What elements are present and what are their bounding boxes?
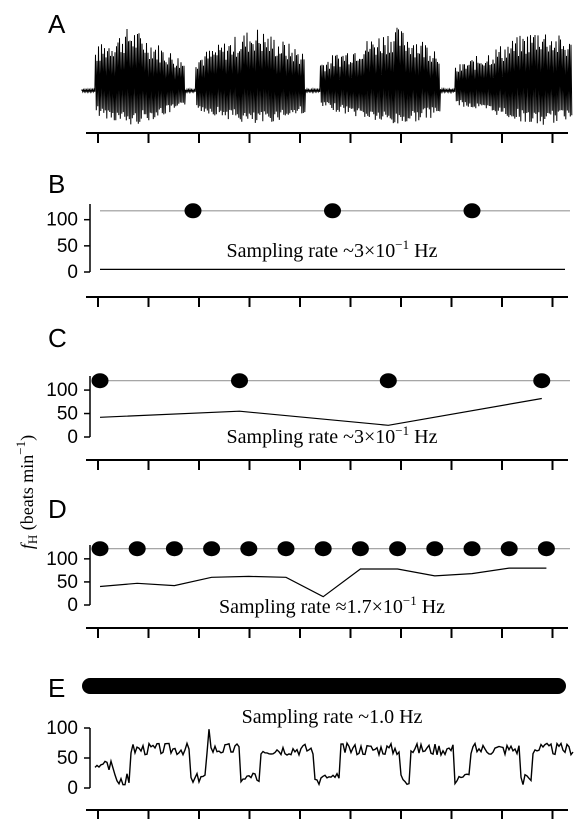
panel-d-y-tick-label: 100 (46, 549, 78, 570)
panel-e-fh-trace (94, 729, 574, 787)
rate-label-c: Sampling rate ~3×10−1 Hz (227, 423, 438, 448)
panel-c-letter: C (48, 323, 67, 353)
panel-d-sample-dot (351, 541, 369, 557)
rate-label-d: Sampling rate ≈1.7×10−1 Hz (219, 593, 445, 618)
panel-d-letter: D (48, 494, 67, 524)
panel-d-sample-dot (314, 541, 332, 557)
panel-b-sample-dot (184, 203, 202, 219)
panel-d-fh-line (99, 567, 547, 598)
panel-c-sample-dot (533, 373, 551, 389)
panel-d-sample-dot (128, 541, 146, 557)
panel-b-sample-dot (324, 203, 341, 219)
panel-e-y-tick-label: 0 (67, 778, 78, 799)
panel-c-sample-dot (379, 373, 397, 389)
panel-d-sample-dot (426, 541, 444, 557)
y-axis-label: fH (beats min−1) (13, 435, 40, 549)
panel-d-sample-dot (91, 541, 109, 557)
panel-b-group: 100 50 0 (46, 203, 570, 307)
panel-c-group: 100 500 (46, 373, 570, 470)
panel-d-sample-dot (240, 541, 258, 557)
panel-c-y-tick-label: 100 (46, 380, 78, 401)
panel-b-letter: B (48, 169, 65, 199)
panel-b-y-tick-label: 50 (57, 236, 78, 257)
panel-a-letter: A (48, 9, 66, 39)
raw-signal-trace (81, 27, 573, 125)
rate-label-b: Sampling rate ~3×10−1 Hz (227, 237, 438, 262)
panel-c-fh-line (99, 397, 542, 426)
panel-e-letter: E (48, 673, 65, 703)
panel-e-group: 100 50 0 (46, 678, 574, 819)
panel-d-sample-dot (500, 541, 518, 557)
panel-c-sample-dot (91, 373, 109, 389)
panel-d-sample-dot (463, 541, 481, 557)
panel-c-y-tick-label: 50 (57, 404, 78, 425)
panel-e-y-tick-label: 100 (46, 718, 78, 739)
panel-d-sample-dot (389, 541, 407, 557)
panel-c-y-tick-label: 0 (67, 427, 78, 448)
panel-d-y-tick-label: 0 (67, 595, 78, 616)
rate-label-e: Sampling rate ~1.0 Hz (242, 706, 423, 728)
panel-b-sample-dot (463, 203, 481, 219)
panel-d-y-tick-label: 50 (57, 572, 78, 593)
panel-d-sample-dot (537, 541, 555, 557)
panel-b-y-tick-label: 0 (67, 262, 78, 283)
panel-e-y-tick-label: 50 (57, 748, 78, 769)
panel-d-sample-dot (203, 541, 221, 557)
panel-a-trace-group (81, 27, 573, 143)
panel-c-sample-dot (231, 373, 248, 389)
panel-d-sample-dot (165, 541, 183, 557)
panel-d-sample-dot (277, 541, 295, 557)
panel-b-y-tick-label: 100 (46, 210, 78, 231)
